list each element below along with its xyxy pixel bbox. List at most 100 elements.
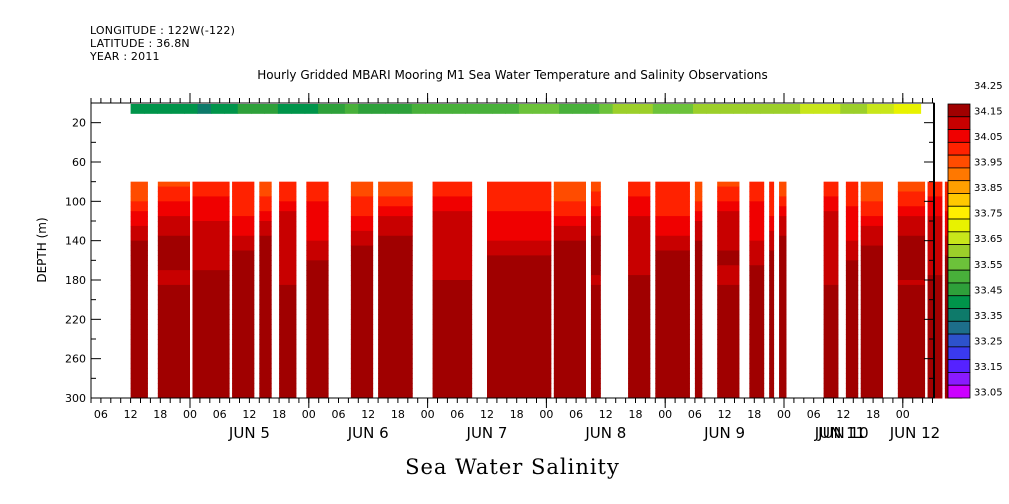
contour-band bbox=[279, 363, 297, 369]
contour-band bbox=[259, 221, 272, 227]
contour-band bbox=[694, 299, 703, 306]
contour-band bbox=[259, 294, 272, 301]
contour-band bbox=[769, 265, 775, 271]
contour-band bbox=[553, 319, 586, 325]
contour-band bbox=[432, 201, 473, 207]
contour-band bbox=[279, 368, 297, 374]
contour-band bbox=[192, 255, 230, 261]
contour-band bbox=[487, 225, 552, 232]
contour-band bbox=[845, 255, 859, 261]
y-tick-label: 220 bbox=[65, 313, 86, 326]
contour-band bbox=[259, 260, 272, 266]
contour-band bbox=[860, 289, 883, 296]
contour-band bbox=[232, 245, 255, 251]
contour-band bbox=[279, 186, 297, 192]
contour-band bbox=[553, 289, 586, 296]
contour-band bbox=[655, 260, 690, 266]
contour-band bbox=[553, 363, 586, 369]
contour-band bbox=[350, 280, 374, 286]
contour-band bbox=[350, 363, 374, 369]
data-segment bbox=[590, 181, 601, 399]
surface-cell bbox=[733, 104, 748, 114]
contour-band bbox=[487, 319, 552, 325]
contour-band bbox=[590, 324, 601, 330]
contour-band bbox=[350, 393, 374, 399]
contour-band bbox=[860, 225, 883, 232]
surface-cell bbox=[358, 104, 373, 114]
contour-band bbox=[628, 275, 651, 281]
contour-band bbox=[749, 275, 765, 281]
contour-band bbox=[130, 289, 148, 296]
contour-band bbox=[306, 393, 329, 399]
contour-band bbox=[749, 294, 765, 301]
contour-band bbox=[432, 191, 473, 197]
contour-band bbox=[232, 378, 255, 384]
y-tick-label: 20 bbox=[72, 117, 86, 130]
contour-band bbox=[860, 186, 883, 192]
contour-band bbox=[769, 368, 775, 374]
colorbar-swatch bbox=[947, 103, 971, 118]
contour-band bbox=[860, 294, 883, 301]
surface-cell bbox=[291, 104, 306, 114]
surface-cell bbox=[652, 104, 667, 114]
contour-band bbox=[157, 324, 190, 330]
contour-band bbox=[157, 191, 190, 197]
contour-band bbox=[897, 181, 926, 188]
contour-band bbox=[590, 211, 601, 217]
contour-band bbox=[259, 275, 272, 281]
contour-band bbox=[845, 294, 859, 301]
contour-band bbox=[779, 270, 787, 276]
data-segment bbox=[259, 181, 272, 399]
contour-band bbox=[378, 221, 413, 227]
contour-band bbox=[279, 211, 297, 217]
contour-band bbox=[487, 324, 552, 330]
contour-band bbox=[628, 368, 651, 374]
contour-band bbox=[259, 393, 272, 399]
contour-band bbox=[232, 383, 255, 389]
contour-band bbox=[694, 289, 703, 296]
contour-band bbox=[845, 240, 859, 247]
data-segment bbox=[628, 181, 651, 399]
contour-band bbox=[694, 393, 703, 399]
x-hour-label: 00 bbox=[539, 408, 553, 421]
contour-band bbox=[897, 388, 926, 394]
contour-band bbox=[192, 388, 230, 394]
contour-band bbox=[749, 284, 765, 291]
colorbar-swatch bbox=[947, 372, 971, 386]
contour-band bbox=[350, 358, 374, 365]
contour-band bbox=[306, 289, 329, 296]
x-hour-label: 18 bbox=[153, 408, 167, 421]
contour-band bbox=[769, 191, 775, 197]
contour-band bbox=[350, 191, 374, 197]
contour-band bbox=[823, 294, 839, 301]
surface-cell bbox=[599, 104, 614, 114]
contour-band bbox=[130, 358, 148, 365]
contour-band bbox=[823, 329, 839, 335]
contour-band bbox=[487, 230, 552, 237]
contour-band bbox=[769, 304, 775, 310]
contour-band bbox=[192, 211, 230, 217]
contour-band bbox=[259, 181, 272, 188]
contour-band bbox=[860, 280, 883, 286]
contour-band bbox=[279, 265, 297, 271]
contour-band bbox=[378, 324, 413, 330]
contour-band bbox=[130, 191, 148, 197]
surface-cell bbox=[425, 104, 440, 114]
contour-band bbox=[628, 280, 651, 286]
contour-band bbox=[694, 319, 703, 325]
contour-band bbox=[279, 240, 297, 247]
contour-band bbox=[232, 309, 255, 315]
contour-band bbox=[378, 196, 413, 202]
contour-band bbox=[130, 339, 148, 345]
contour-band bbox=[845, 284, 859, 291]
colorbar-swatch bbox=[947, 154, 971, 169]
contour-band bbox=[823, 378, 839, 384]
contour-band bbox=[860, 211, 883, 217]
contour-band bbox=[769, 201, 775, 207]
contour-band bbox=[590, 245, 601, 251]
contour-band bbox=[694, 275, 703, 281]
contour-band bbox=[590, 334, 601, 340]
x-hour-label: 18 bbox=[272, 408, 286, 421]
contour-band bbox=[694, 388, 703, 394]
contour-band bbox=[590, 216, 601, 222]
